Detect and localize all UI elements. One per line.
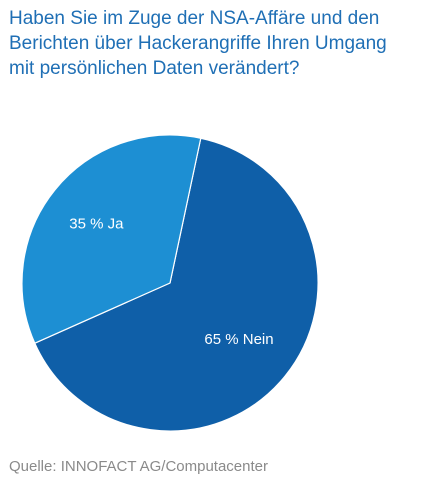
pie-slice-ja bbox=[21, 134, 202, 344]
source-note: Quelle: INNOFACT AG/Computacenter bbox=[9, 458, 268, 475]
chart-title: Haben Sie im Zuge der NSA-Affäre und den… bbox=[9, 6, 419, 81]
chart-title-line: mit persönlichen Daten verändert? bbox=[9, 58, 300, 79]
pie-slice-nein bbox=[34, 137, 319, 432]
pie-label-ja: 35 % Ja bbox=[69, 215, 124, 232]
chart-title-line: Haben Sie im Zuge der NSA-Affäre und den bbox=[9, 8, 380, 29]
pie-label-nein: 65 % Nein bbox=[204, 331, 273, 348]
chart-title-line: Berichten über Hackerangriffe Ihren Umga… bbox=[9, 33, 387, 54]
